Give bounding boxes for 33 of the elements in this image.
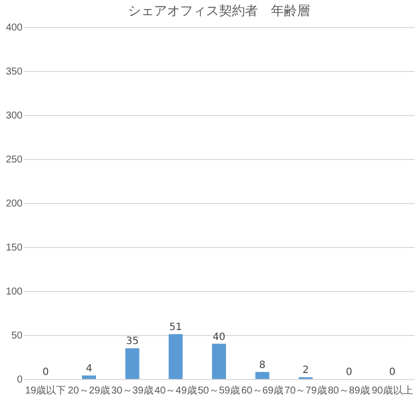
bar — [125, 348, 140, 379]
y-tick-label: 350 — [6, 66, 23, 78]
y-tick-label: 0 — [16, 374, 23, 386]
y-tick-label: 50 — [11, 330, 23, 342]
chart-title: シェアオフィス契約者 年齢層 — [128, 4, 310, 19]
y-tick-label: 150 — [6, 242, 23, 254]
y-tick-label: 300 — [6, 110, 23, 122]
data-label: 8 — [259, 360, 266, 371]
x-tick-label: 20～29歳 — [68, 384, 110, 396]
x-tick-label: 70～79歳 — [284, 384, 327, 396]
x-tick-label: 19歳以下 — [25, 384, 66, 396]
data-label: 0 — [389, 367, 396, 378]
x-tick-label: 80～89歳 — [328, 384, 370, 396]
x-tick-label: 90歳以上 — [372, 384, 413, 396]
data-label: 40 — [212, 332, 226, 343]
bar — [212, 344, 226, 379]
y-tick-label: 200 — [6, 198, 23, 210]
data-label: 35 — [126, 336, 139, 348]
x-tick-label: 40～49歳 — [154, 384, 197, 396]
bar — [255, 372, 270, 379]
x-tick-label: 30～39歳 — [111, 384, 154, 396]
data-label: 0 — [346, 367, 352, 378]
bar — [168, 334, 183, 379]
y-tick-label: 100 — [6, 286, 23, 298]
data-label: 51 — [169, 322, 182, 334]
data-label: 4 — [86, 363, 92, 374]
data-label: 2 — [302, 365, 309, 376]
y-tick-label: 250 — [6, 154, 23, 166]
data-label: 0 — [42, 367, 49, 378]
y-tick-label: 400 — [6, 22, 23, 34]
x-tick-label: 50～59歳 — [198, 384, 240, 396]
bar — [82, 375, 96, 379]
x-tick-label: 60～69歳 — [241, 384, 284, 396]
